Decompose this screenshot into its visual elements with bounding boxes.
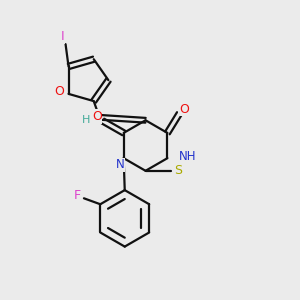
Text: I: I xyxy=(61,30,64,43)
Text: O: O xyxy=(179,103,189,116)
Text: H: H xyxy=(82,115,90,125)
Text: F: F xyxy=(74,189,81,203)
Text: NH: NH xyxy=(179,150,197,163)
Text: N: N xyxy=(116,158,124,171)
Text: O: O xyxy=(92,110,102,123)
Text: O: O xyxy=(54,85,64,98)
Text: S: S xyxy=(174,164,182,177)
